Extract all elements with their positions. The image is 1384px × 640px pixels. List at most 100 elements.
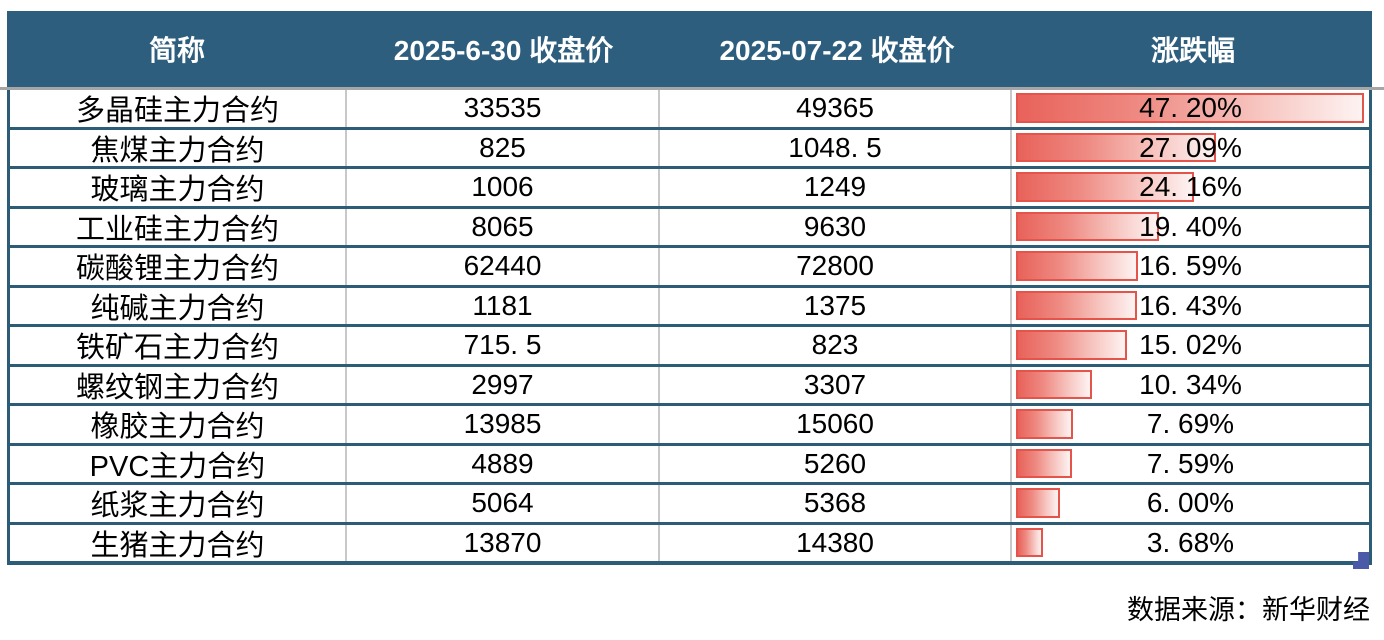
table-row: 碳酸锂主力合约 62440 72800 16. 59% (10, 248, 1369, 288)
contract-name-cell: PVC主力合约 (10, 445, 347, 482)
close-0722-cell: 5260 (660, 445, 1012, 482)
close-0722-cell: 15060 (660, 406, 1012, 443)
change-cell: 16. 59% (1012, 248, 1369, 285)
table-row: 玻璃主力合约 1006 1249 24. 16% (10, 169, 1369, 209)
close-0630-cell: 4889 (347, 445, 660, 482)
change-cell: 16. 43% (1012, 288, 1369, 325)
close-0630-cell: 33535 (347, 90, 660, 127)
contract-name-cell: 纯碱主力合约 (10, 287, 347, 324)
futures-change-table: 简称 2025-6-30 收盘价 2025-07-22 收盘价 涨跌幅 多晶硅主… (7, 11, 1372, 565)
close-0630-cell: 62440 (347, 248, 660, 285)
contract-name-cell: 工业硅主力合约 (10, 208, 347, 245)
close-0630-cell: 5064 (347, 485, 660, 522)
change-percent-label: 16. 59% (1139, 250, 1242, 282)
change-cell: 7. 59% (1012, 446, 1369, 483)
change-percent-label: 27. 09% (1139, 131, 1242, 163)
sheet-gridline (0, 87, 1384, 90)
change-databar (1016, 488, 1061, 518)
databar-track (1016, 211, 1364, 241)
change-cell: 47. 20% (1012, 90, 1369, 127)
change-percent-label: 24. 16% (1139, 171, 1242, 203)
close-0630-cell: 13870 (347, 524, 660, 561)
table-row: 螺纹钢主力合约 2997 3307 10. 34% (10, 366, 1369, 406)
table-row: 工业硅主力合约 8065 9630 19. 40% (10, 208, 1369, 248)
data-source-note: 数据来源：新华财经 (1127, 595, 1370, 625)
databar-track (1016, 93, 1364, 123)
change-databar (1016, 448, 1072, 478)
table-row: 铁矿石主力合约 715. 5 823 15. 02% (10, 327, 1369, 367)
change-percent-label: 3. 68% (1146, 526, 1235, 558)
contract-name-cell: 纸浆主力合约 (10, 485, 347, 522)
change-cell: 24. 16% (1012, 169, 1369, 206)
change-databar (1016, 527, 1044, 557)
change-databar (1016, 172, 1195, 202)
change-databar (1016, 290, 1138, 320)
change-databar (1016, 93, 1364, 123)
header-cell-close-0722: 2025-07-22 收盘价 (719, 35, 955, 66)
change-cell: 19. 40% (1012, 209, 1369, 246)
table-header-row: 简称 2025-6-30 收盘价 2025-07-22 收盘价 涨跌幅 (7, 11, 1372, 87)
databar-track (1016, 132, 1364, 162)
change-cell: 15. 02% (1012, 327, 1369, 364)
change-percent-label: 15. 02% (1139, 329, 1242, 361)
contract-name-cell: 铁矿石主力合约 (10, 327, 347, 364)
change-databar (1016, 330, 1127, 360)
change-databar (1016, 132, 1216, 162)
change-percent-label: 16. 43% (1139, 289, 1242, 321)
table-row: PVC主力合约 4889 5260 7. 59% (10, 445, 1369, 485)
change-databar (1016, 251, 1139, 281)
header-cell-close-0630: 2025-6-30 收盘价 (393, 35, 614, 66)
table-body: 多晶硅主力合约 33535 49365 47. 20% 焦煤主力合约 825 1… (7, 90, 1372, 565)
table-row: 生猪主力合约 13870 14380 3. 68% (10, 524, 1369, 562)
change-databar (1016, 211, 1160, 241)
databar-track (1016, 330, 1364, 360)
table-row: 橡胶主力合约 13985 15060 7. 69% (10, 406, 1369, 446)
contract-name-cell: 多晶硅主力合约 (10, 90, 347, 127)
close-0630-cell: 13985 (347, 406, 660, 443)
close-0722-cell: 1375 (660, 287, 1012, 324)
change-percent-label: 7. 69% (1146, 408, 1235, 440)
contract-name-cell: 螺纹钢主力合约 (10, 366, 347, 403)
contract-name-cell: 玻璃主力合约 (10, 169, 347, 206)
databar-track (1016, 488, 1364, 518)
change-databar (1016, 369, 1093, 399)
change-percent-label: 10. 34% (1139, 368, 1242, 400)
close-0722-cell: 49365 (660, 90, 1012, 127)
close-0722-cell: 3307 (660, 366, 1012, 403)
databar-track (1016, 527, 1364, 557)
databar-track (1016, 251, 1364, 281)
change-cell: 27. 09% (1012, 130, 1369, 167)
close-0722-cell: 72800 (660, 248, 1012, 285)
close-0630-cell: 8065 (347, 208, 660, 245)
close-0722-cell: 1048. 5 (660, 129, 1012, 166)
header-cell-name: 简称 (148, 35, 205, 66)
contract-name-cell: 生猪主力合约 (10, 524, 347, 561)
table-row: 纸浆主力合约 5064 5368 6. 00% (10, 485, 1369, 525)
change-percent-label: 6. 00% (1146, 487, 1235, 519)
change-cell: 3. 68% (1012, 525, 1369, 562)
databar-track (1016, 369, 1364, 399)
table-row: 焦煤主力合约 825 1048. 5 27. 09% (10, 129, 1369, 169)
table-row: 多晶硅主力合约 33535 49365 47. 20% (10, 90, 1369, 130)
change-databar (1016, 409, 1073, 439)
contract-name-cell: 焦煤主力合约 (10, 129, 347, 166)
close-0630-cell: 825 (347, 129, 660, 166)
close-0722-cell: 1249 (660, 169, 1012, 206)
close-0630-cell: 2997 (347, 366, 660, 403)
change-cell: 7. 69% (1012, 406, 1369, 443)
close-0630-cell: 715. 5 (347, 327, 660, 364)
close-0722-cell: 14380 (660, 524, 1012, 561)
close-0722-cell: 823 (660, 327, 1012, 364)
contract-name-cell: 碳酸锂主力合约 (10, 248, 347, 285)
change-percent-label: 19. 40% (1139, 210, 1242, 242)
contract-name-cell: 橡胶主力合约 (10, 406, 347, 443)
close-0722-cell: 5368 (660, 485, 1012, 522)
change-cell: 6. 00% (1012, 485, 1369, 522)
change-percent-label: 7. 59% (1146, 447, 1235, 479)
databar-track (1016, 172, 1364, 202)
change-cell: 10. 34% (1012, 367, 1369, 404)
databar-track (1016, 409, 1364, 439)
close-0722-cell: 9630 (660, 208, 1012, 245)
table-row: 纯碱主力合约 1181 1375 16. 43% (10, 287, 1369, 327)
close-0630-cell: 1006 (347, 169, 660, 206)
